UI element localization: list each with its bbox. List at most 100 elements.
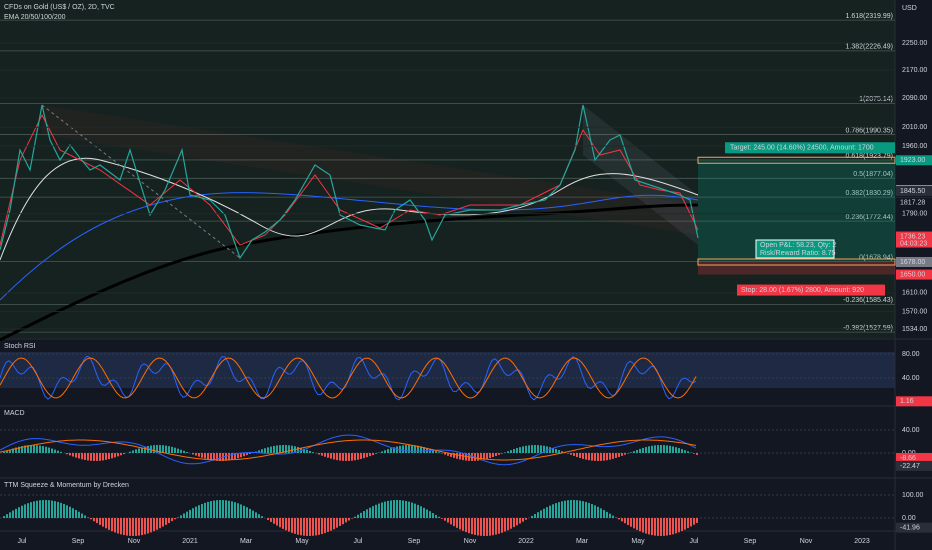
ttm-bar: [483, 518, 485, 536]
ttm-bar: [291, 518, 293, 533]
macd-bar: [681, 449, 683, 453]
ttm-bar: [204, 502, 206, 518]
ttm-bar: [288, 518, 290, 532]
pane-tick-label: 40.00: [902, 375, 920, 382]
macd-bar: [354, 453, 356, 461]
macd-bar: [444, 453, 446, 455]
macd-bar: [696, 453, 698, 455]
macd-bar: [423, 447, 425, 453]
macd-bar: [453, 453, 455, 458]
time-label: 2023: [854, 538, 870, 545]
ttm-bar: [87, 517, 89, 518]
macd-bar: [213, 453, 215, 461]
macd-bar: [165, 445, 167, 453]
macd-bar: [450, 453, 452, 457]
ttm-bar: [165, 518, 167, 525]
macd-bar: [129, 451, 131, 453]
ttm-bar: [681, 518, 683, 532]
macd-bar: [597, 453, 599, 461]
macd-bar: [660, 445, 662, 453]
ttm-bar: [225, 500, 227, 518]
ttm-bar: [141, 518, 143, 536]
ttm-bar: [18, 507, 20, 518]
macd-bar: [138, 448, 140, 453]
macd-bar: [30, 445, 32, 453]
ttm-bar: [387, 500, 389, 518]
ttm-bar: [552, 504, 554, 518]
ttm-bar: [621, 518, 623, 522]
macd-bar: [669, 445, 671, 453]
ttm-bar: [51, 500, 53, 518]
ttm-bar: [420, 506, 422, 518]
macd-bar: [171, 446, 173, 453]
macd-bar: [573, 453, 575, 456]
macd-bar: [342, 453, 344, 461]
pane-title: Stoch RSI: [4, 343, 36, 350]
time-label: Jul: [690, 538, 699, 545]
macd-bar: [198, 453, 200, 457]
macd-bar: [525, 445, 527, 453]
ttm-bar: [501, 518, 503, 533]
price-badge: [896, 197, 932, 208]
ttm-bar: [591, 504, 593, 518]
macd-bar: [15, 447, 17, 453]
time-label: Sep: [72, 538, 85, 545]
fib-label: -0.382(1527.59): [843, 325, 893, 332]
ttm-bar: [246, 507, 248, 518]
macd-bar: [657, 445, 659, 453]
macd-bar: [78, 453, 80, 459]
ttm-bar: [210, 501, 212, 518]
macd-bar: [168, 446, 170, 453]
macd-bar: [630, 452, 632, 453]
macd-bar: [417, 445, 419, 453]
ttm-bar: [459, 518, 461, 530]
macd-bar: [594, 453, 596, 461]
pane-tick-label: 40.00: [902, 427, 920, 434]
pane-badge: [896, 460, 932, 471]
macd-bar: [360, 453, 362, 460]
macd-bar: [438, 452, 440, 453]
ttm-bar: [183, 513, 185, 518]
ttm-bar: [48, 500, 50, 518]
macd-bar: [330, 453, 332, 459]
macd-bar: [27, 445, 29, 453]
macd-bar: [234, 453, 236, 460]
ttm-bar: [216, 500, 218, 518]
macd-bar: [513, 449, 515, 453]
countdown: 04:03:23: [900, 240, 927, 247]
ttm-bar: [108, 518, 110, 530]
macd-bar: [477, 453, 479, 461]
macd-bar: [144, 446, 146, 453]
ttm-bar: [303, 518, 305, 536]
macd-bar: [432, 449, 434, 453]
macd-bar: [621, 453, 623, 456]
macd-bar: [348, 453, 350, 461]
macd-bar: [267, 447, 269, 453]
macd-bar: [645, 447, 647, 453]
macd-bar: [615, 453, 617, 458]
ttm-bar: [150, 518, 152, 533]
macd-bar: [675, 447, 677, 453]
macd-bar: [210, 453, 212, 461]
macd-bar: [225, 453, 227, 461]
macd-bar: [582, 453, 584, 459]
macd-bar: [507, 451, 509, 453]
macd-bar: [393, 447, 395, 453]
ttm-bar: [411, 502, 413, 518]
ttm-bar: [273, 518, 275, 524]
ttm-bar: [156, 518, 158, 530]
ttm-bar: [474, 518, 476, 535]
macd-bar: [588, 453, 590, 461]
ttm-bar: [354, 516, 356, 518]
ttm-bar: [93, 518, 95, 522]
ttm-bar: [345, 518, 347, 523]
macd-bar: [642, 447, 644, 453]
macd-bar: [96, 453, 98, 461]
ttm-bar: [339, 518, 341, 526]
ttm-bar: [102, 518, 104, 527]
macd-bar: [519, 447, 521, 453]
macd-bar: [420, 446, 422, 453]
macd-bar: [195, 453, 197, 456]
ttm-bar: [279, 518, 281, 528]
ttm-bar: [582, 501, 584, 518]
